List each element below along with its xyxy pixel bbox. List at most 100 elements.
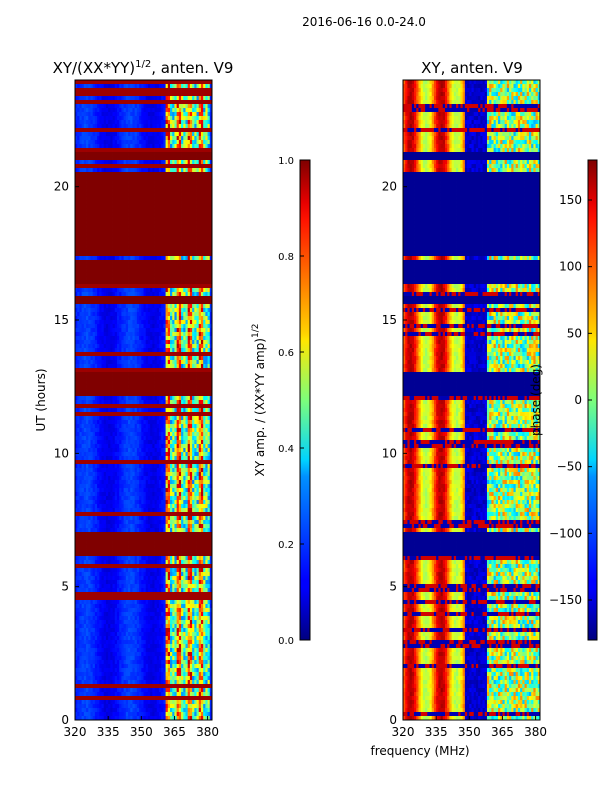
heatmap-cell [165,228,169,233]
heatmap-cell [196,100,200,105]
heatmap-cell [172,232,175,237]
heatmap-cell [161,176,164,181]
heatmap-cell [203,244,206,249]
heatmap-cell [88,284,91,289]
heatmap-cell [88,308,91,313]
heatmap-cell [136,240,140,245]
heatmap-cell [136,380,140,385]
heatmap-cell [130,336,133,341]
heatmap-cell [83,336,87,341]
heatmap-cell [147,276,151,281]
heatmap-cell [105,304,109,309]
heatmap-cell [139,384,142,389]
heatmap-cell [108,256,111,261]
heatmap-cell [105,220,109,225]
heatmap-cell [99,264,102,269]
heatmap-cell [105,380,109,385]
heatmap-cell [139,360,142,365]
heatmap-cell [101,196,105,201]
heatmap-cell [198,264,202,269]
heatmap-cell [90,88,94,93]
heatmap-cell [167,352,171,357]
heatmap-cell [121,108,125,113]
heatmap-cell [116,276,120,281]
heatmap-cell [125,200,129,205]
heatmap-cell [172,180,175,185]
heatmap-cell [196,208,200,213]
heatmap-cell [101,268,105,273]
heatmap-cell [181,356,184,361]
heatmap-cell [189,300,193,305]
heatmap-cell [154,360,158,365]
heatmap-cell [110,184,113,189]
heatmap-cell [125,356,129,361]
heatmap-cell [143,88,147,93]
heatmap-cell [77,248,80,253]
heatmap-cell [156,300,160,305]
heatmap-cell [183,292,186,297]
heatmap-cell [170,244,173,249]
heatmap-cell [97,84,100,89]
heatmap-cell [167,272,171,277]
heatmap-cell [174,204,178,209]
heatmap-cell [152,204,155,209]
heatmap-cell [189,168,193,173]
heatmap-cell [189,264,193,269]
heatmap-cell [158,204,162,209]
heatmap-cell [200,148,204,153]
heatmap-cell [132,236,136,241]
heatmap-cell [116,384,120,389]
heatmap-cell [77,148,80,153]
heatmap-cell [132,140,136,145]
heatmap-cell [83,116,87,121]
heatmap-cell [83,208,87,213]
heatmap-cell [165,284,169,289]
heatmap-cell [161,112,164,117]
heatmap-cell [86,336,89,341]
heatmap-cell [130,116,133,121]
heatmap-cell [192,324,195,329]
heatmap-cell [165,136,169,141]
heatmap-cell [158,284,162,289]
heatmap-cell [156,356,160,361]
heatmap-cell [178,344,182,349]
heatmap-cell [194,212,197,217]
heatmap-cell [105,132,109,137]
heatmap-cell [114,184,118,189]
heatmap-cell [88,184,91,189]
heatmap-cell [141,132,144,137]
heatmap-cell [163,148,166,153]
heatmap-cell [154,212,158,217]
heatmap-cell [105,256,109,261]
heatmap-cell [209,208,212,213]
heatmap-cell [86,116,89,121]
heatmap-cell [196,336,200,341]
heatmap-cell [194,160,197,165]
heatmap-cell [136,184,140,189]
heatmap-cell [125,288,129,293]
heatmap-cell [136,96,140,101]
heatmap-cell [156,176,160,181]
heatmap-cell [79,360,83,365]
heatmap-cell [101,84,105,89]
heatmap-cell [200,380,204,385]
heatmap-cell [141,136,144,141]
heatmap-cell [128,160,131,165]
heatmap-cell [165,92,169,97]
heatmap-cell [187,304,191,309]
heatmap-cell [196,368,200,373]
heatmap-cell [161,348,164,353]
heatmap-cell [172,368,175,373]
heatmap-cell [154,244,158,249]
heatmap-cell [154,392,158,397]
heatmap-cell [136,188,140,193]
heatmap-cell [161,200,164,205]
heatmap-cell [170,92,173,97]
heatmap-cell [145,168,149,173]
heatmap-cell [174,120,178,125]
heatmap-cell [132,364,136,369]
heatmap-cell [178,120,182,125]
heatmap-cell [145,84,149,89]
heatmap-cell [75,332,78,337]
heatmap-cell [83,392,87,397]
